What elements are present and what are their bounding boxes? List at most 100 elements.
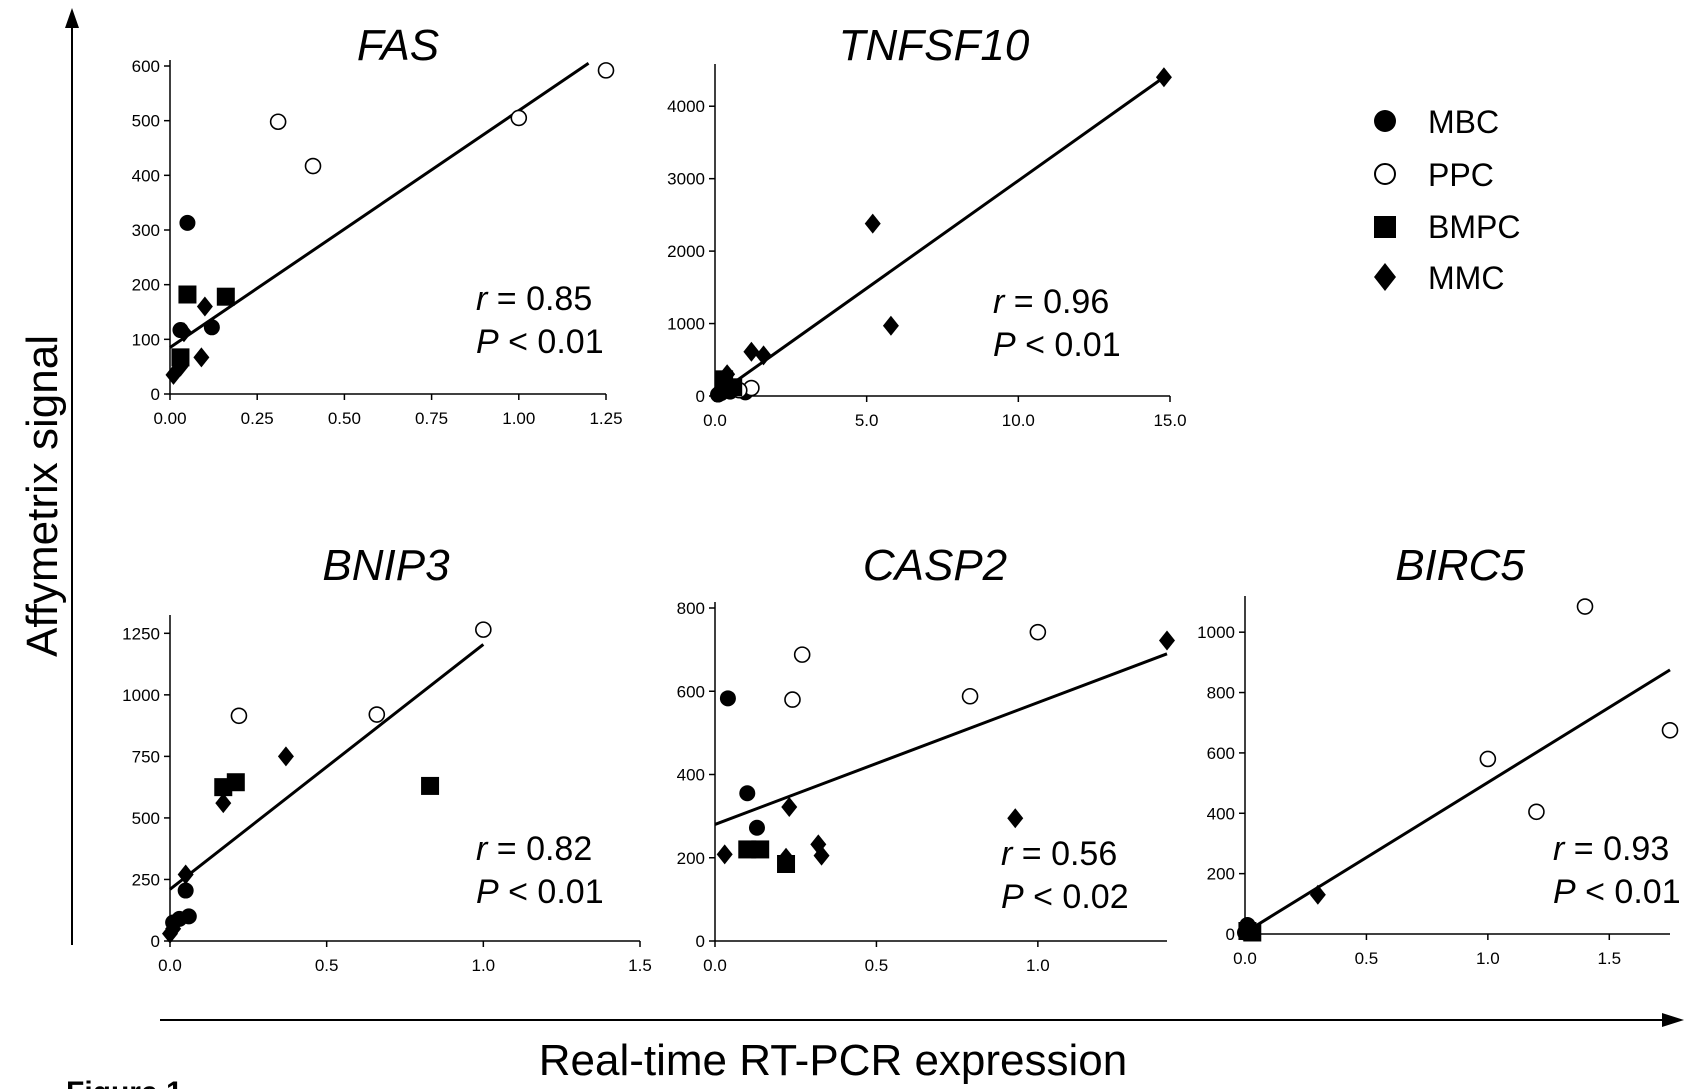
p-value-value: < 0.02 <box>1024 878 1129 916</box>
point-ppc <box>269 113 287 131</box>
point-mmc <box>719 364 736 385</box>
correlation-r-value: = 0.56 <box>1012 835 1117 873</box>
point-mmc <box>1007 808 1024 829</box>
point-bmpc <box>178 285 197 304</box>
y-tick-label: 4000 <box>667 97 705 116</box>
x-tick-label: 0.50 <box>328 409 361 428</box>
figure-caption: Figure 1 <box>66 1076 183 1089</box>
regression-line <box>714 76 1165 398</box>
y-tick-label: 200 <box>677 849 705 868</box>
y-tick-label: 1000 <box>1197 623 1235 642</box>
x-tick-label: 5.0 <box>855 411 879 430</box>
y-tick-label: 250 <box>132 870 160 889</box>
panel-title: FAS <box>357 21 439 70</box>
point-bmpc <box>421 776 440 795</box>
point-ppc <box>368 706 386 723</box>
point-mmc <box>165 364 182 385</box>
x-tick-label: 1.0 <box>1026 956 1050 975</box>
figure-y-axis-label: Affymetrix signal <box>18 335 67 657</box>
y-tick-label: 200 <box>1207 865 1235 884</box>
correlation-r-symbol: r <box>1001 835 1014 873</box>
point-ppc <box>784 691 801 708</box>
panel-birc5: BIRC5 0 200 400 600 800 1000 0.0 0.5 1.0 1.5 r = 0.… <box>1197 541 1680 968</box>
correlation-r: r = 0.56 <box>1001 835 1117 873</box>
p-value: P < 0.02 <box>1001 878 1129 916</box>
panel-title: BNIP3 <box>322 541 450 590</box>
y-tick-label: 0 <box>696 387 705 406</box>
p-value: P < 0.01 <box>476 323 604 361</box>
x-tick-label: 1.0 <box>1476 949 1500 968</box>
x-tick-label: 0.5 <box>315 956 339 975</box>
point-ppc <box>230 707 248 725</box>
y-tick-label: 0 <box>151 385 160 404</box>
correlation-r: r = 0.85 <box>476 280 592 318</box>
x-tick-label: 0.0 <box>703 956 727 975</box>
y-tick-label: 1000 <box>667 315 705 334</box>
point-ppc <box>1029 623 1047 641</box>
point-mmc <box>196 296 213 317</box>
legend-item-ppc: PPC <box>1374 157 1494 193</box>
p-value: P < 0.01 <box>476 873 604 911</box>
point-mmc <box>882 315 899 336</box>
panel-title: BIRC5 <box>1395 541 1525 590</box>
y-tick-label: 0 <box>696 932 705 951</box>
point-ppc <box>597 62 615 79</box>
point-mbc <box>748 819 765 836</box>
point-mbc <box>739 785 756 802</box>
point-ppc <box>793 646 811 663</box>
y-tick-label: 0 <box>1226 925 1235 944</box>
x-tick-label: 0.0 <box>703 411 727 430</box>
point-mmc <box>1159 630 1175 651</box>
p-value-symbol: P <box>1553 873 1576 911</box>
x-tick-label: 0.25 <box>241 409 274 428</box>
point-mbc <box>179 214 196 231</box>
x-tick-label: 0.00 <box>153 409 186 428</box>
panel-title: TNFSF10 <box>839 21 1030 70</box>
legend-label-bmpc: BMPC <box>1428 209 1520 245</box>
point-mmc <box>175 322 192 343</box>
legend: MBC PPC BMPC MMC <box>1374 104 1520 296</box>
legend-item-bmpc: BMPC <box>1374 209 1520 245</box>
point-mmc <box>1241 919 1258 940</box>
y-tick-label: 800 <box>1207 684 1235 703</box>
point-ppc <box>1661 721 1679 739</box>
y-tick-label: 600 <box>1207 744 1235 763</box>
legend-label-mmc: MMC <box>1428 260 1504 296</box>
p-value-value: < 0.01 <box>499 873 604 911</box>
point-mmc <box>813 845 830 866</box>
point-mmc <box>193 347 210 368</box>
x-tick-label: 0.0 <box>158 956 182 975</box>
point-mbc <box>203 319 220 336</box>
panel-casp2: CASP2 0 200 400 600 800 0.0 0.5 1.0 r = 0.56 P < 0… <box>677 541 1175 975</box>
point-bmpc <box>724 378 743 397</box>
figure-y-axis: Affymetrix signal <box>18 8 79 945</box>
x-tick-label: 1.5 <box>1597 949 1621 968</box>
legend-item-mmc: MMC <box>1374 260 1504 296</box>
p-value-value: < 0.01 <box>1016 326 1121 364</box>
legend-marker-mmc <box>1374 263 1396 291</box>
y-tick-label: 100 <box>132 330 160 349</box>
point-ppc <box>510 109 528 127</box>
p-value: P < 0.01 <box>1553 873 1681 911</box>
point-mbc <box>719 690 736 707</box>
point-mmc <box>165 918 182 939</box>
legend-label-mbc: MBC <box>1428 104 1499 140</box>
point-ppc <box>961 687 979 705</box>
y-tick-label: 400 <box>1207 804 1235 823</box>
point-mmc <box>277 746 294 767</box>
y-tick-label: 600 <box>677 682 705 701</box>
p-value-symbol: P <box>993 326 1016 364</box>
regression-line <box>169 643 485 891</box>
correlation-r: r = 0.82 <box>476 830 592 868</box>
point-ppc <box>1528 803 1545 821</box>
regression-line <box>714 652 1168 826</box>
point-mmc <box>713 378 730 399</box>
y-tick-label: 750 <box>132 747 160 766</box>
point-mmc <box>755 345 772 366</box>
y-tick-label: 300 <box>132 221 160 240</box>
point-mmc <box>778 847 795 868</box>
panel-bnip3: BNIP3 0 250 500 750 1000 1250 0.0 0.5 1.0 1.5 r = 0… <box>122 541 652 975</box>
p-value-symbol: P <box>476 323 499 361</box>
correlation-r-value: = 0.82 <box>487 830 592 868</box>
y-tick-label: 800 <box>677 599 705 618</box>
